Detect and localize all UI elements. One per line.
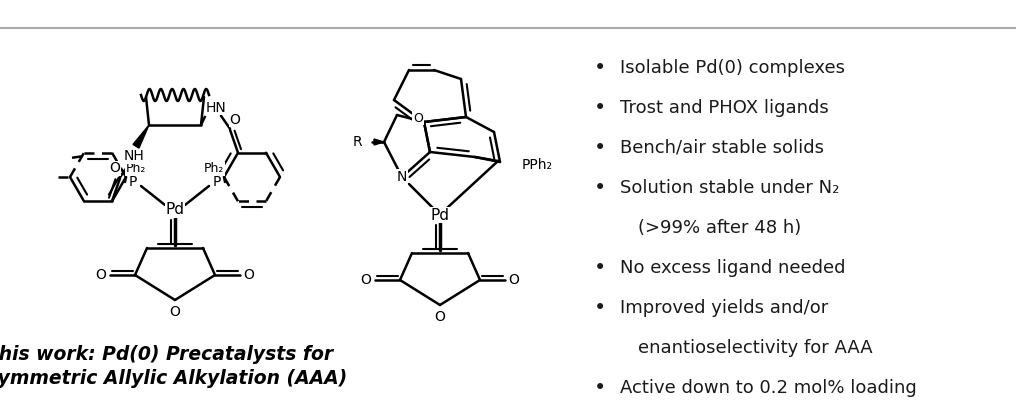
Text: No excess ligand needed: No excess ligand needed [620,259,845,277]
Text: •: • [594,378,607,398]
Text: Ph₂: Ph₂ [126,162,146,176]
Text: O: O [170,305,181,319]
Text: •: • [594,258,607,278]
Text: •: • [594,58,607,78]
Text: This work: Pd(0) Precatalysts for: This work: Pd(0) Precatalysts for [0,346,333,364]
Text: Bench/air stable solids: Bench/air stable solids [620,139,824,157]
Text: Pd: Pd [166,202,185,218]
Text: (>99% after 48 h): (>99% after 48 h) [638,219,802,237]
Polygon shape [133,125,149,148]
Polygon shape [374,139,384,145]
Text: enantioselectivity for AAA: enantioselectivity for AAA [638,339,873,357]
Text: •: • [594,178,607,198]
Text: PPh₂: PPh₂ [522,158,553,172]
Text: O: O [96,268,107,282]
Text: •: • [594,98,607,118]
Text: Ph₂: Ph₂ [204,162,225,176]
Text: •: • [594,138,607,158]
Text: Pd: Pd [431,208,449,222]
Text: R: R [353,135,362,149]
Text: O: O [244,268,254,282]
Text: Active down to 0.2 mol% loading: Active down to 0.2 mol% loading [620,379,916,397]
Text: Asymmetric Allylic Alkylation (AAA): Asymmetric Allylic Alkylation (AAA) [0,368,347,388]
Text: O: O [435,310,445,324]
Text: NH: NH [124,149,144,163]
Text: •: • [594,298,607,318]
Text: O: O [110,161,121,175]
Text: O: O [414,112,423,124]
Text: O: O [509,273,519,287]
Text: Isolable Pd(0) complexes: Isolable Pd(0) complexes [620,59,845,77]
Text: Trost and PHOX ligands: Trost and PHOX ligands [620,99,829,117]
Text: O: O [361,273,372,287]
Text: N: N [397,170,407,184]
Text: O: O [230,113,241,127]
Text: Improved yields and/or: Improved yields and/or [620,299,828,317]
Text: P: P [212,175,221,189]
Text: Solution stable under N₂: Solution stable under N₂ [620,179,839,197]
Text: P: P [129,175,137,189]
Text: HN: HN [205,101,227,115]
